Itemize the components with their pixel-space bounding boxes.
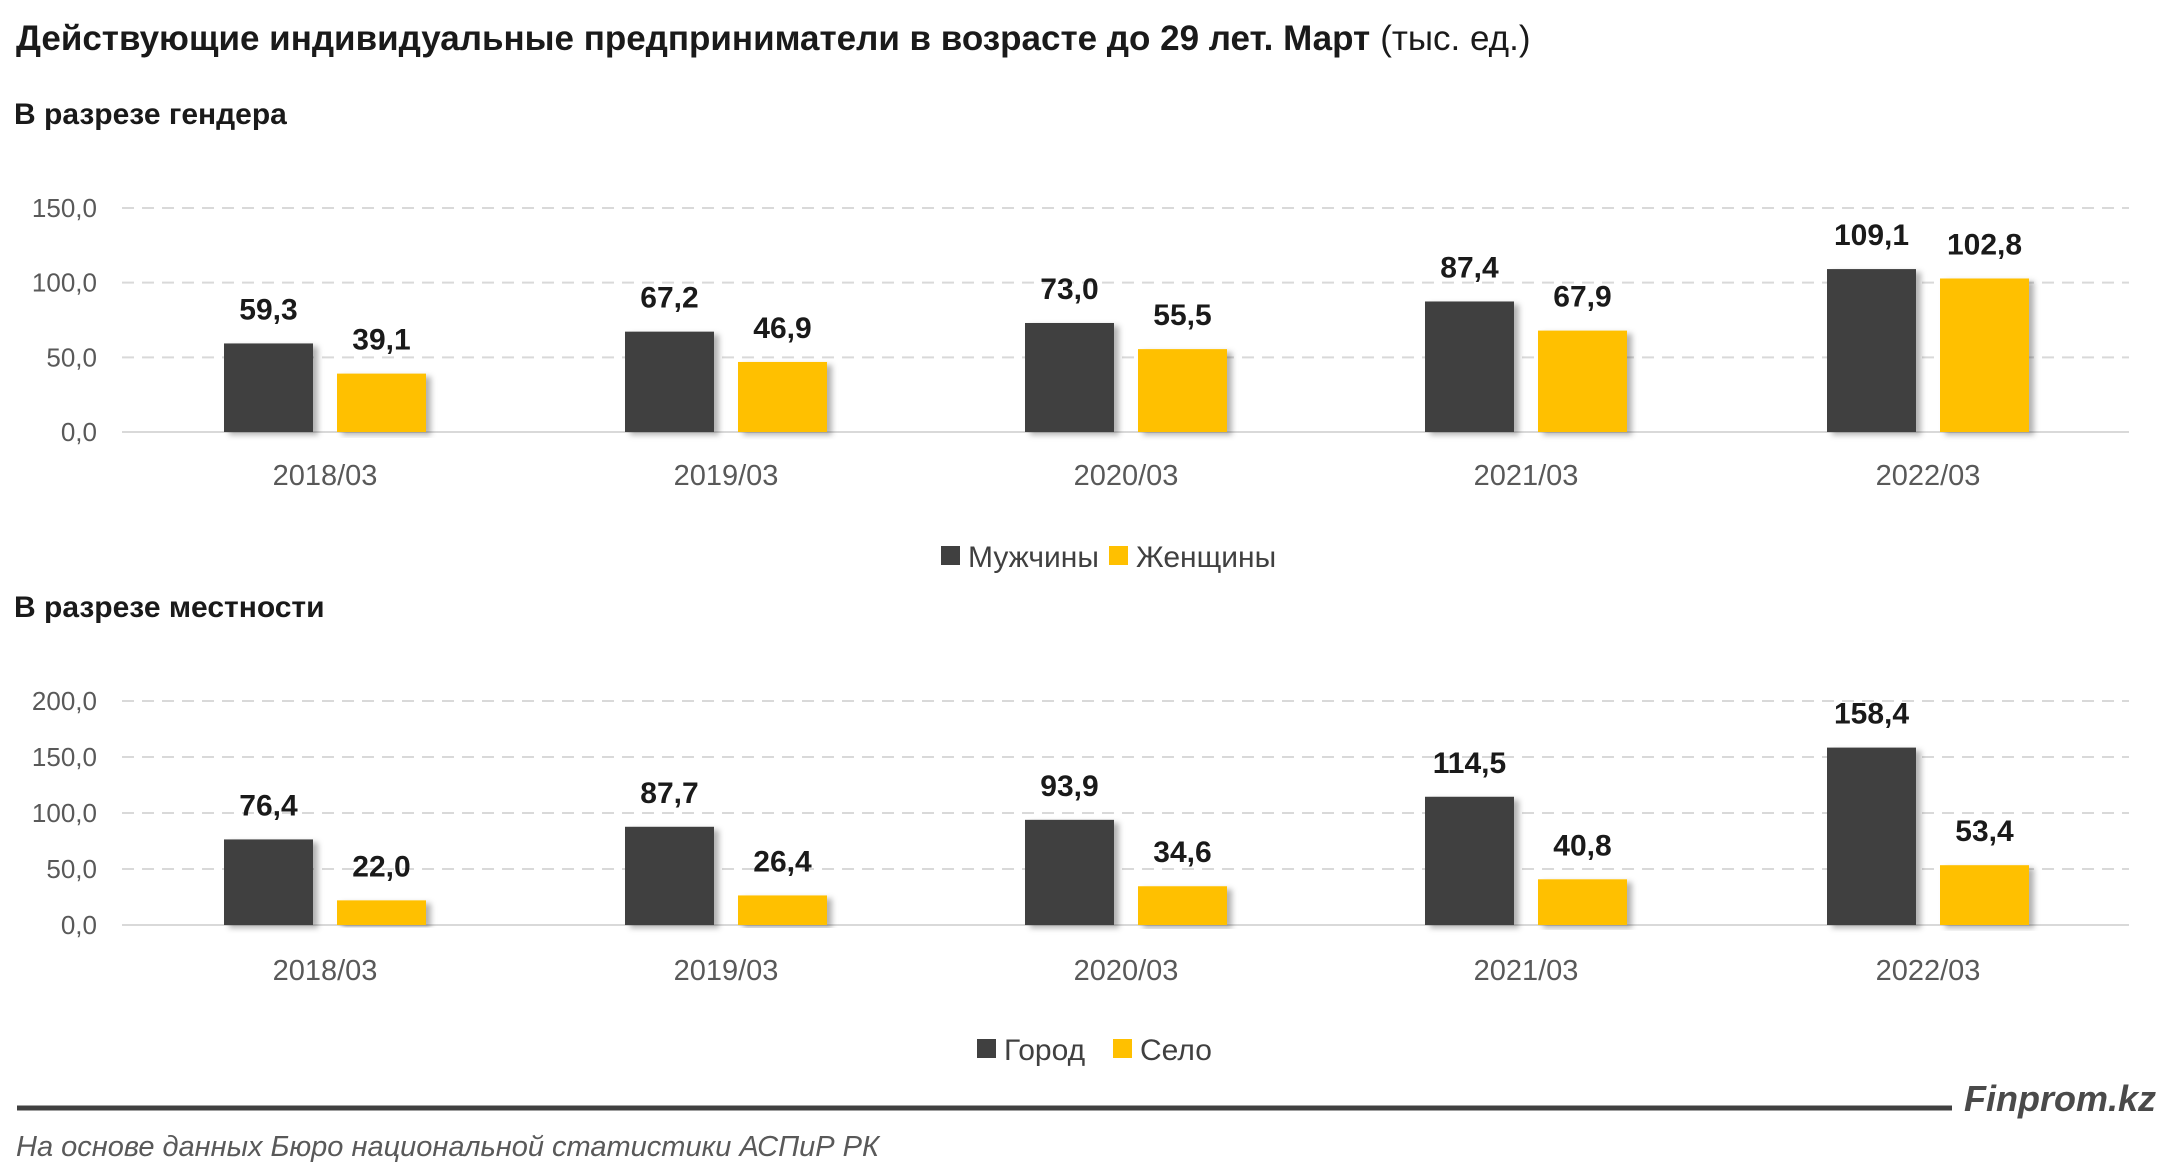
bar-dark xyxy=(1827,269,1916,432)
legend-item: Мужчины xyxy=(941,541,1099,574)
bar-dark xyxy=(1025,322,1114,432)
data-label: 73,0 xyxy=(1040,273,1098,306)
data-label: 67,9 xyxy=(1553,281,1611,314)
legend-item: Село xyxy=(1113,1034,1212,1067)
bar-yellow xyxy=(1538,879,1627,925)
bar-yellow xyxy=(1940,865,2029,925)
y-tick-label: 100,0 xyxy=(32,268,97,298)
data-label: 22,0 xyxy=(352,850,410,883)
bar-dark xyxy=(625,331,714,432)
source-note: На основе данных Бюро национальной стати… xyxy=(16,1131,881,1163)
x-tick-label: 2022/03 xyxy=(1876,955,1981,987)
data-label: 76,4 xyxy=(239,789,298,822)
x-tick-label: 2020/03 xyxy=(1074,460,1179,492)
legend-swatch xyxy=(1113,1039,1132,1058)
bar-dark xyxy=(1425,301,1514,432)
data-label: 158,4 xyxy=(1834,698,1909,731)
data-label: 26,4 xyxy=(753,845,812,878)
bar-yellow xyxy=(1138,349,1227,432)
chart-title: Действующие индивидуальные предпринимате… xyxy=(16,19,1530,58)
data-label: 67,2 xyxy=(640,282,698,315)
bar-yellow xyxy=(738,895,827,925)
legend-label: Мужчины xyxy=(968,541,1099,574)
bar-dark xyxy=(224,343,313,432)
y-tick-label: 150,0 xyxy=(32,742,97,772)
data-label: 40,8 xyxy=(1553,829,1611,862)
locality-chart: 0,0 50,0 100,0 150,0 200,0 76,4 22,0 2018/03 87,… xyxy=(32,686,2129,1067)
data-label: 39,1 xyxy=(352,324,410,357)
y-tick-label: 150,0 xyxy=(32,193,97,223)
x-tick-label: 2018/03 xyxy=(273,955,378,987)
bar-dark xyxy=(625,826,714,925)
bar-yellow xyxy=(337,900,426,925)
y-tick-label: 0,0 xyxy=(61,417,97,447)
bar-dark xyxy=(224,839,313,925)
y-tick-label: 100,0 xyxy=(32,798,97,828)
legend-item: Город xyxy=(977,1034,1085,1067)
data-label: 93,9 xyxy=(1040,770,1098,803)
bar-yellow xyxy=(1538,330,1627,432)
x-tick-label: 2020/03 xyxy=(1074,955,1179,987)
data-label: 87,7 xyxy=(640,777,698,810)
x-tick-label: 2021/03 xyxy=(1474,955,1579,987)
bar-yellow xyxy=(337,373,426,432)
subtitle-gender: В разрезе гендера xyxy=(14,98,287,131)
x-tick-label: 2018/03 xyxy=(273,460,378,492)
legend-item: Женщины xyxy=(1109,541,1276,574)
bar-dark xyxy=(1827,747,1916,925)
title-unit: (тыс. ед.) xyxy=(1380,19,1530,58)
y-tick-label: 50,0 xyxy=(46,342,97,372)
title-main: Действующие индивидуальные предпринимате… xyxy=(16,19,1370,58)
x-tick-label: 2019/03 xyxy=(674,460,779,492)
subtitle-locality: В разрезе местности xyxy=(14,591,325,624)
x-tick-label: 2022/03 xyxy=(1876,460,1981,492)
data-label: 102,8 xyxy=(1947,228,2022,261)
data-label: 46,9 xyxy=(753,312,811,345)
legend-label: Город xyxy=(1004,1034,1085,1067)
bar-yellow xyxy=(1940,278,2029,432)
finprom-logo: Finprom.kz xyxy=(1964,1078,2156,1119)
data-label: 59,3 xyxy=(239,293,297,326)
data-label: 109,1 xyxy=(1834,219,1909,252)
y-tick-label: 200,0 xyxy=(32,686,97,716)
data-label: 87,4 xyxy=(1440,251,1499,284)
x-tick-label: 2019/03 xyxy=(674,955,779,987)
data-label: 55,5 xyxy=(1153,299,1211,332)
y-tick-label: 50,0 xyxy=(46,854,97,884)
legend-swatch xyxy=(1109,546,1128,565)
y-tick-label: 0,0 xyxy=(61,910,97,940)
bar-dark xyxy=(1425,796,1514,925)
legend-label: Женщины xyxy=(1136,541,1276,574)
gender-chart: 0,0 50,0 100,0 150,0 59,3 39,1 2018/03 67,2 46,9… xyxy=(32,193,2129,574)
legend-swatch xyxy=(941,546,960,565)
x-tick-label: 2021/03 xyxy=(1474,460,1579,492)
data-label: 53,4 xyxy=(1955,815,2014,848)
data-label: 34,6 xyxy=(1153,836,1211,869)
bar-yellow xyxy=(738,361,827,432)
legend-label: Село xyxy=(1140,1034,1212,1067)
bar-dark xyxy=(1025,819,1114,925)
legend-swatch xyxy=(977,1039,996,1058)
data-label: 114,5 xyxy=(1433,747,1506,780)
bar-yellow xyxy=(1138,886,1227,925)
